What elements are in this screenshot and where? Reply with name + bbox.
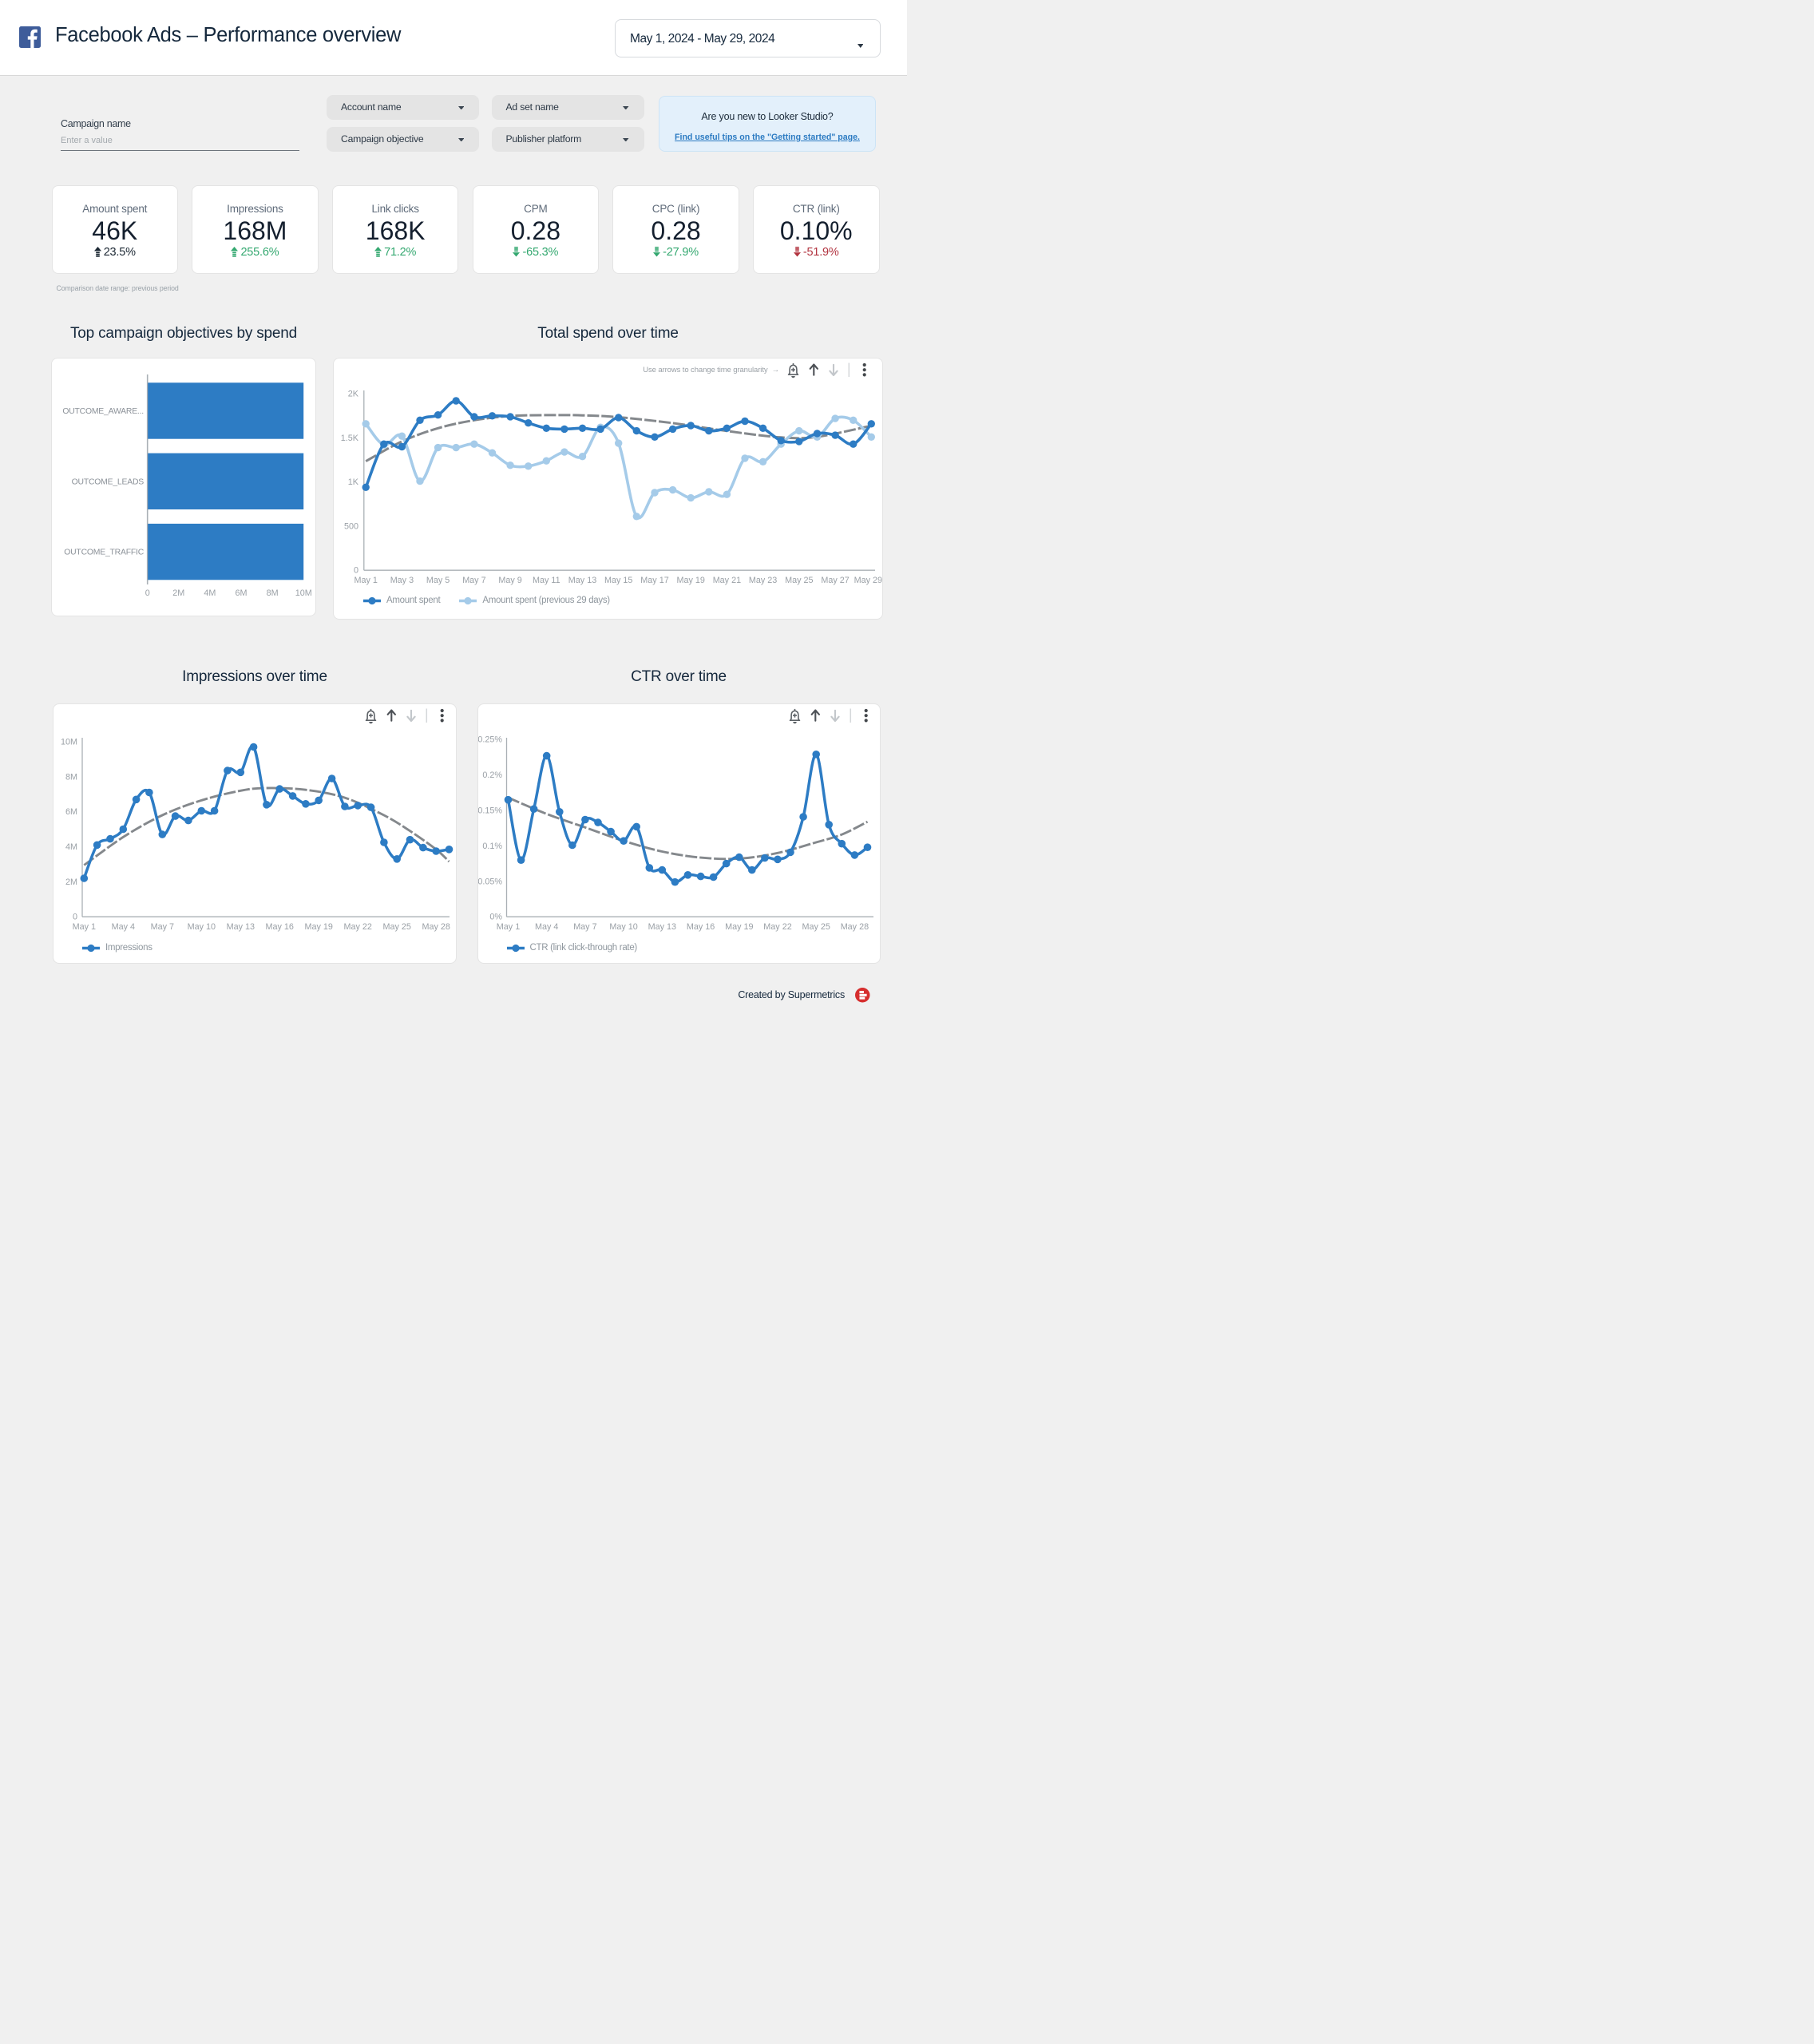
- svg-text:May 28: May 28: [840, 922, 868, 932]
- svg-text:May 10: May 10: [609, 922, 637, 932]
- svg-text:0.2%: 0.2%: [482, 770, 502, 780]
- svg-text:May 10: May 10: [188, 922, 216, 932]
- svg-text:May 19: May 19: [725, 922, 753, 932]
- svg-text:May 5: May 5: [426, 576, 450, 585]
- svg-text:2M: 2M: [65, 877, 77, 887]
- svg-text:May 13: May 13: [227, 922, 255, 932]
- svg-text:10M: 10M: [61, 737, 77, 747]
- svg-text:May 7: May 7: [462, 576, 485, 585]
- svg-text:May 16: May 16: [686, 922, 714, 932]
- svg-text:May 17: May 17: [640, 576, 668, 585]
- svg-text:0: 0: [145, 588, 150, 598]
- svg-text:4M: 4M: [204, 588, 216, 598]
- svg-text:May 3: May 3: [390, 576, 414, 585]
- svg-text:May 27: May 27: [821, 576, 849, 585]
- svg-text:May 11: May 11: [533, 576, 560, 585]
- svg-text:May 13: May 13: [648, 922, 675, 932]
- svg-text:2M: 2M: [173, 588, 185, 598]
- svg-text:May 23: May 23: [749, 576, 777, 585]
- svg-text:10M: 10M: [295, 588, 312, 598]
- svg-text:6M: 6M: [65, 807, 77, 817]
- svg-text:May 1: May 1: [354, 576, 377, 585]
- svg-text:May 13: May 13: [568, 576, 596, 585]
- svg-text:2K: 2K: [348, 390, 359, 399]
- svg-text:May 4: May 4: [112, 922, 135, 932]
- svg-text:May 9: May 9: [498, 576, 521, 585]
- svg-text:0.25%: 0.25%: [478, 735, 502, 745]
- svg-text:OUTCOME_LEADS: OUTCOME_LEADS: [72, 477, 145, 486]
- svg-text:0.15%: 0.15%: [478, 806, 502, 816]
- svg-text:8M: 8M: [65, 772, 77, 782]
- svg-text:0: 0: [354, 566, 358, 576]
- svg-text:500: 500: [344, 521, 358, 531]
- svg-text:May 29: May 29: [854, 576, 882, 585]
- svg-text:6M: 6M: [236, 588, 248, 598]
- svg-text:May 16: May 16: [265, 922, 293, 932]
- svg-text:May 22: May 22: [763, 922, 791, 932]
- svg-text:May 25: May 25: [382, 922, 410, 932]
- svg-text:0.1%: 0.1%: [482, 842, 502, 851]
- svg-text:May 22: May 22: [343, 922, 371, 932]
- svg-text:May 4: May 4: [534, 922, 557, 932]
- svg-text:0.05%: 0.05%: [478, 877, 502, 886]
- svg-text:May 7: May 7: [151, 922, 174, 932]
- svg-text:1.5K: 1.5K: [341, 434, 359, 443]
- svg-text:8M: 8M: [267, 588, 279, 598]
- svg-text:May 7: May 7: [573, 922, 596, 932]
- svg-text:OUTCOME_TRAFFIC: OUTCOME_TRAFFIC: [65, 549, 145, 557]
- svg-text:1K: 1K: [348, 477, 359, 487]
- svg-text:0%: 0%: [489, 913, 502, 922]
- svg-text:0: 0: [73, 913, 77, 922]
- svg-text:4M: 4M: [65, 842, 77, 852]
- svg-text:May 15: May 15: [604, 576, 632, 585]
- svg-text:May 28: May 28: [422, 922, 450, 932]
- svg-text:May 19: May 19: [304, 922, 332, 932]
- svg-text:OUTCOME_AWARE...: OUTCOME_AWARE...: [63, 407, 145, 416]
- svg-text:May 21: May 21: [713, 576, 741, 585]
- svg-text:May 25: May 25: [802, 922, 830, 932]
- svg-text:May 1: May 1: [73, 922, 96, 932]
- svg-text:May 19: May 19: [676, 576, 704, 585]
- svg-text:May 1: May 1: [496, 922, 519, 932]
- svg-text:May 25: May 25: [785, 576, 813, 585]
